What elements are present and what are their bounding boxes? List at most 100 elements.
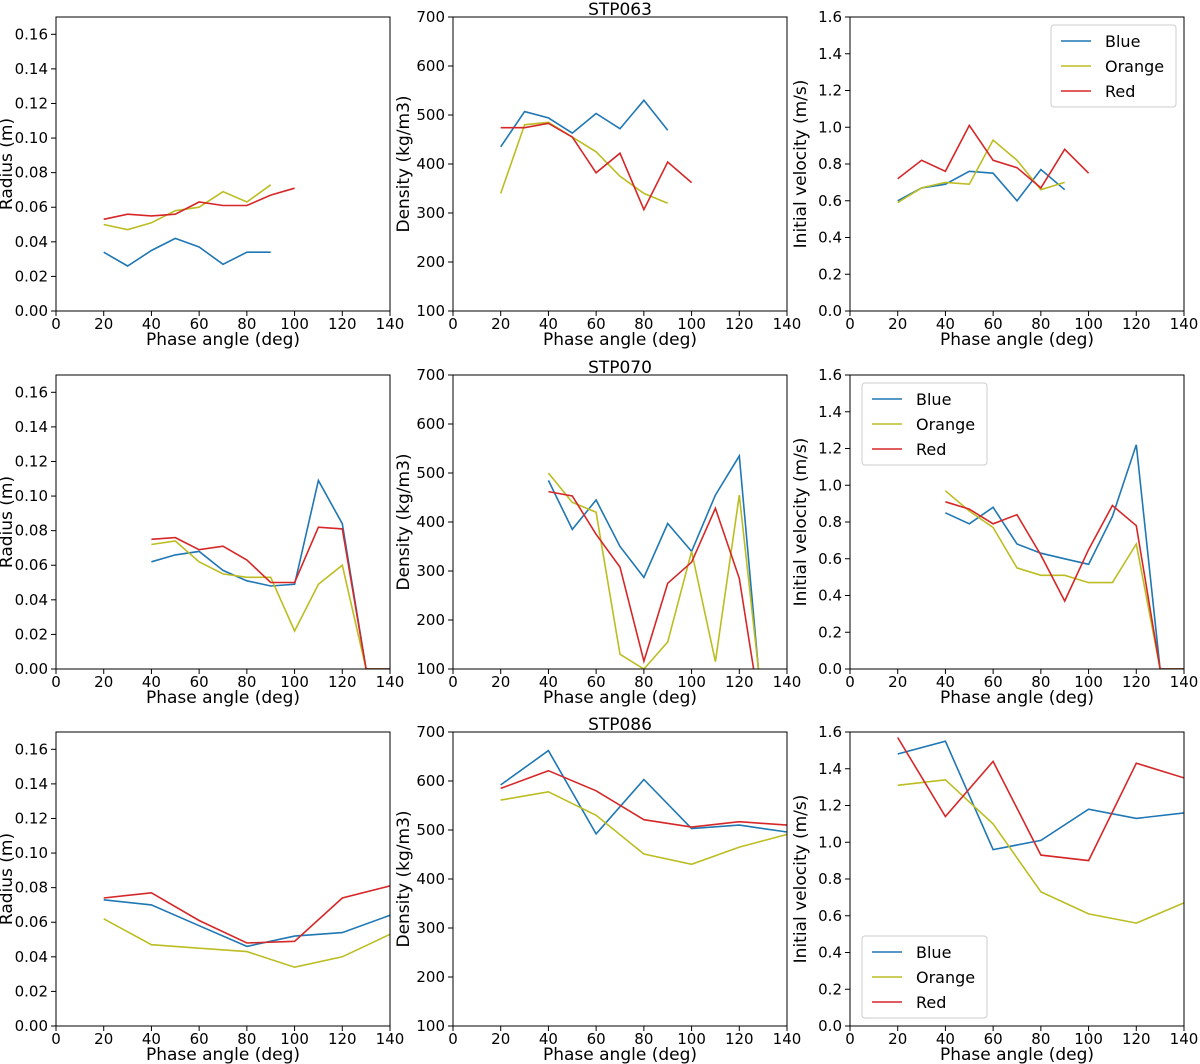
x-tick-label: 100 <box>1074 673 1103 691</box>
x-tick-label: 0 <box>51 673 61 691</box>
y-tick-label: 0.4 <box>818 944 842 962</box>
x-tick-label: 80 <box>1031 1030 1050 1048</box>
chart-7: 0 20 40 60 80 100 120 140 0.00 0.02 0.04 0.06 0.08 0.… <box>0 731 404 1064</box>
y-tick-label: 0.2 <box>818 265 842 283</box>
x-tick-label: 80 <box>237 673 256 691</box>
y-axis-label: Radius (m) <box>0 118 17 210</box>
x-tick-label: 0 <box>51 1030 61 1048</box>
x-tick-label: 0 <box>448 315 458 333</box>
y-tick-label: 0.6 <box>818 550 842 568</box>
x-tick-label: 100 <box>280 673 309 691</box>
y-tick-label: 1.0 <box>818 118 842 136</box>
y-tick-label: 700 <box>416 8 445 26</box>
series-line-orange <box>547 472 760 669</box>
y-tick-label: 1.6 <box>818 723 842 741</box>
y-tick-label: 100 <box>416 1017 445 1035</box>
legend-label-blue: Blue <box>916 943 951 962</box>
x-axis-label: Phase angle (deg) <box>940 330 1094 350</box>
y-tick-label: 0.4 <box>818 587 842 605</box>
y-tick-label: 0.02 <box>15 982 48 1000</box>
axes-frame <box>55 731 391 1027</box>
y-tick-label: 0.2 <box>818 980 842 998</box>
y-tick-label: 400 <box>416 513 445 531</box>
x-tick-label: 20 <box>94 315 113 333</box>
x-axis-label: Phase angle (deg) <box>543 688 697 708</box>
y-tick-label: 0.04 <box>15 591 48 609</box>
legend-box <box>861 382 988 466</box>
x-tick-label: 80 <box>237 1030 256 1048</box>
chart-title: STP086 <box>588 715 652 735</box>
x-tick-label: 140 <box>773 673 802 691</box>
y-tick-label: 400 <box>416 870 445 888</box>
y-tick-label: 0.06 <box>15 913 48 931</box>
axes-frame <box>55 374 391 670</box>
x-tick-label: 40 <box>936 1030 955 1048</box>
series-line-blue <box>500 99 669 148</box>
x-tick-label: 60 <box>587 1030 606 1048</box>
x-axis-label: Phase angle (deg) <box>146 1045 300 1064</box>
series-line-red <box>151 526 390 669</box>
y-tick-label: 0.10 <box>15 129 48 147</box>
y-tick-label: 1.0 <box>818 476 842 494</box>
y-tick-label: 1.4 <box>818 403 842 421</box>
y-tick-label: 0.10 <box>15 487 48 505</box>
x-tick-label: 60 <box>190 673 209 691</box>
y-tick-label: 1.0 <box>818 833 842 851</box>
x-tick-label: 120 <box>328 315 357 333</box>
chart-8: 0 20 40 60 80 100 120 140 100 200 300 400 500 600 700 P… <box>394 715 801 1064</box>
x-tick-label: 20 <box>888 673 907 691</box>
x-tick-label: 140 <box>1170 315 1199 333</box>
x-tick-label: 20 <box>491 315 510 333</box>
legend-label-blue: Blue <box>1105 32 1140 51</box>
y-axis-label: Radius (m) <box>0 476 17 568</box>
y-tick-label: 0.00 <box>15 302 48 320</box>
legend-box <box>1050 24 1177 108</box>
y-tick-label: 200 <box>416 968 445 986</box>
x-tick-label: 140 <box>1170 1030 1199 1048</box>
y-tick-label: 200 <box>416 253 445 271</box>
series-line-red <box>500 122 693 212</box>
x-tick-label: 100 <box>280 1030 309 1048</box>
x-tick-label: 0 <box>448 1030 458 1048</box>
series-line-blue <box>103 237 271 267</box>
y-tick-label: 200 <box>416 611 445 629</box>
y-axis-label: Density (kg/m3) <box>394 810 414 947</box>
y-tick-label: 0.16 <box>15 740 48 758</box>
x-tick-label: 0 <box>845 1030 855 1048</box>
x-tick-label: 120 <box>1122 1030 1151 1048</box>
series-line-blue <box>547 453 760 669</box>
x-tick-label: 80 <box>237 315 256 333</box>
x-tick-label: 120 <box>328 673 357 691</box>
x-tick-label: 80 <box>1031 315 1050 333</box>
x-tick-label: 120 <box>725 673 754 691</box>
legend-box <box>861 935 988 1019</box>
x-axis-label: Phase angle (deg) <box>146 330 300 350</box>
series-line-blue <box>897 740 1184 851</box>
y-tick-label: 0.14 <box>15 60 48 78</box>
x-tick-label: 40 <box>539 1030 558 1048</box>
y-tick-label: 600 <box>416 57 445 75</box>
legend-label-orange: Orange <box>916 968 975 987</box>
x-tick-label: 80 <box>634 673 653 691</box>
y-tick-label: 0.2 <box>818 623 842 641</box>
x-tick-label: 100 <box>1074 1030 1103 1048</box>
y-tick-label: 0.02 <box>15 625 48 643</box>
chart-2: 0 20 40 60 80 100 120 140 100 200 300 400 500 600 700 P… <box>394 0 801 350</box>
y-tick-label: 0.00 <box>15 1017 48 1035</box>
x-tick-label: 0 <box>845 315 855 333</box>
y-tick-label: 0.6 <box>818 907 842 925</box>
x-axis-label: Phase angle (deg) <box>940 1045 1094 1064</box>
y-axis-label: Initial velocity (m/s) <box>791 80 811 249</box>
x-tick-label: 20 <box>491 1030 510 1048</box>
x-tick-label: 140 <box>1170 673 1199 691</box>
axes-frame <box>452 374 788 670</box>
y-axis-label: Radius (m) <box>0 833 17 925</box>
y-tick-label: 1.2 <box>818 797 842 815</box>
y-tick-label: 100 <box>416 660 445 678</box>
legend: Blue Orange Red <box>1050 24 1177 108</box>
x-tick-label: 100 <box>677 1030 706 1048</box>
x-axis-label: Phase angle (deg) <box>940 688 1094 708</box>
series-line-blue <box>103 899 390 948</box>
x-tick-label: 60 <box>587 673 606 691</box>
